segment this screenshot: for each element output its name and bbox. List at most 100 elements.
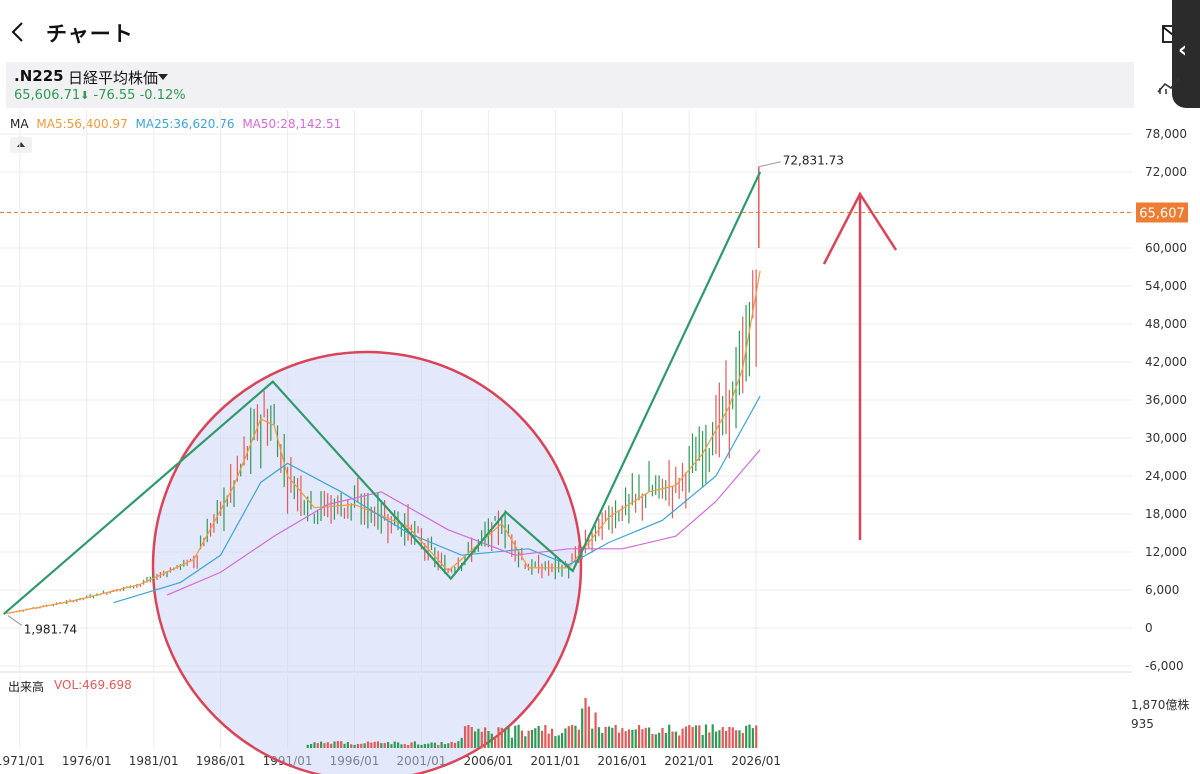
volume-bar [460, 737, 463, 748]
chart-type-icon[interactable] [1156, 74, 1182, 96]
ma-label: MA [10, 117, 29, 131]
volume-bar [356, 743, 360, 748]
volume-bar [684, 726, 688, 748]
volume-bar [453, 742, 457, 748]
y-tick-label: -6,000 [1145, 659, 1184, 673]
volume-bar [340, 741, 343, 748]
volume-bar [433, 742, 437, 748]
volume-bar [621, 728, 624, 748]
volume-bar [350, 744, 353, 748]
volume-bar [694, 725, 698, 748]
volume-bar [430, 742, 433, 748]
volume-bar [530, 729, 534, 748]
volume-bar [316, 743, 319, 748]
volume-bar [597, 727, 601, 748]
y-tick-label: 6,000 [1145, 583, 1179, 597]
volume-bar [320, 741, 323, 748]
side-panel-handle[interactable]: ‹ [1172, 0, 1200, 108]
low-leader-line [7, 615, 23, 626]
top-bar: チャート [0, 0, 1200, 62]
volume-bar [343, 743, 346, 748]
y-tick-label: 24,000 [1145, 469, 1187, 483]
price-line: 65,606.71⬇ -76.55 -0.12% [14, 88, 186, 103]
volume-bar [500, 727, 503, 748]
volume-bar [470, 726, 473, 748]
volume-bar [373, 741, 376, 748]
x-tick-label: 2021/01 [664, 754, 714, 768]
back-arrow-icon[interactable] [8, 20, 30, 44]
volume-bar [574, 725, 577, 748]
chevron-left-icon: ‹ [1178, 38, 1188, 63]
volume-bar [708, 732, 711, 748]
volume-bar [627, 729, 631, 748]
current-price: 65,606.71 [14, 88, 81, 103]
volume-bar [413, 741, 416, 748]
dropdown-triangle-icon[interactable] [158, 73, 168, 81]
volume-bar [731, 727, 734, 748]
ma5-value: MA5:56,400.97 [36, 117, 128, 131]
volume-bar [691, 727, 694, 748]
current-price-tag [1136, 202, 1188, 223]
volume-bars [306, 698, 758, 748]
volume-value: VOL:469.698 [54, 678, 132, 692]
volume-bar [634, 729, 637, 748]
volume-bar [567, 726, 570, 748]
volume-bar [658, 732, 661, 748]
volume-bar [678, 735, 681, 748]
volume-bar [564, 728, 567, 748]
volume-bar [326, 742, 329, 748]
volume-bar [520, 730, 524, 748]
y-tick-label: 12,000 [1145, 545, 1187, 559]
volume-bar [701, 734, 704, 748]
volume-bar [604, 726, 607, 748]
volume-bar [484, 727, 487, 748]
price-bars [5, 166, 760, 614]
current-price-tag-label: 65,607 [1139, 206, 1185, 221]
volume-bar [581, 708, 584, 748]
volume-bar [698, 725, 701, 748]
y-tick-label: 60,000 [1145, 241, 1187, 255]
volume-bar [457, 741, 460, 748]
volume-bar [554, 736, 557, 748]
volume-bar [560, 732, 564, 748]
volume-bar [420, 744, 423, 748]
volume-bar [427, 743, 430, 748]
high-leader-line [758, 161, 781, 168]
y-tick-label: 54,000 [1145, 279, 1187, 293]
annotation-arrow-head [822, 191, 898, 265]
volume-bar [514, 725, 517, 748]
volume-bar [668, 724, 671, 748]
volume-bar [735, 730, 738, 748]
down-arrow-icon: ⬇ [80, 89, 90, 102]
volume-bar [397, 742, 400, 748]
volume-bar [704, 724, 708, 748]
collapse-legend-button[interactable] [10, 137, 32, 153]
y-tick-label: 78,000 [1145, 127, 1187, 141]
volume-bar [755, 725, 758, 748]
ma-line-ma5 [6, 270, 761, 615]
volume-bar [467, 725, 470, 748]
volume-bar [661, 727, 664, 748]
volume-bar [631, 729, 634, 748]
price-change: -76.55 [93, 88, 136, 103]
volume-bar [313, 742, 316, 748]
volume-bar [437, 744, 440, 748]
volume-bar [738, 730, 741, 748]
trend-line [3, 171, 762, 615]
x-tick-label: 1976/01 [62, 754, 112, 768]
volume-bar [584, 698, 587, 748]
volume-bar [463, 726, 467, 748]
volume-bar [751, 728, 754, 748]
volume-bar [383, 742, 386, 748]
volume-bar [386, 742, 390, 748]
instrument-name[interactable]: 日経平均株価 [68, 69, 159, 87]
volume-bar [400, 744, 403, 748]
volume-tick-label: 1,870億株 [1131, 697, 1189, 712]
y-tick-label: 48,000 [1145, 317, 1187, 331]
volume-bar [741, 733, 744, 748]
volume-bar [550, 728, 554, 748]
volume-bar [333, 741, 336, 748]
high-price-label: 72,831.73 [783, 154, 844, 168]
